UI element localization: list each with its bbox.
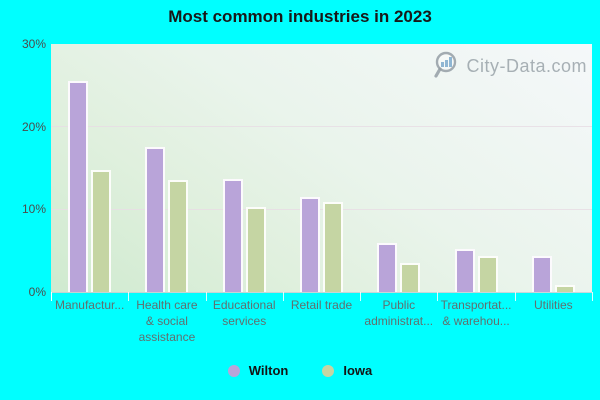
bar-wilton-4 [300,196,320,292]
x-axis-label-4: Retail trade [290,298,353,312]
y-axis-label-20: 20% [21,120,46,134]
legend-swatch-iowa [322,364,335,377]
x-axis-label-5: Public administrat... [364,298,434,328]
x-axis-tick [51,292,52,301]
bar-iowa-7 [554,285,575,292]
y-axis-label-10: 10% [21,202,46,216]
x-axis-tick [205,292,207,301]
legend-item-iowa: Iowa [322,363,372,378]
bar-wilton-7 [531,256,552,292]
x-axis-label-6: Transportat... & warehou... [440,298,512,328]
legend-swatch-wilton [227,364,240,377]
x-axis-label-3: Educational services [212,298,276,328]
x-axis-tick [282,292,284,301]
bar-iowa-5 [400,263,421,292]
bar-wilton-1 [68,81,89,292]
legend: Wilton Iowa [0,363,600,378]
plot-area [51,44,592,293]
bar-wilton-5 [377,243,398,292]
x-axis-tick [592,292,593,301]
gridline-20pct [51,126,592,127]
legend-label-iowa: Iowa [343,363,373,378]
legend-label-wilton: Wilton [248,363,289,378]
bar-iowa-1 [91,170,112,292]
y-axis-label-30: 30% [21,37,46,51]
x-axis-tick [514,292,516,301]
y-axis-label-0: 0% [28,285,46,299]
bar-wilton-3 [222,178,243,292]
x-axis-tick [128,292,130,301]
x-axis-label-1: Manufactur... [54,298,125,312]
bar-iowa-4 [323,201,343,292]
bar-wilton-2 [145,147,166,292]
legend-item-wilton: Wilton [227,363,289,378]
x-axis-label-7: Utilities [534,298,573,312]
x-axis-label-2: Health care & social assistance [136,298,198,344]
bar-iowa-2 [168,180,189,292]
bar-iowa-6 [477,255,498,292]
bar-wilton-6 [454,249,475,292]
gridline-10pct [51,209,592,210]
x-axis-tick [360,292,362,301]
x-axis-tick [437,292,439,301]
bar-iowa-3 [245,206,266,292]
chart-title: Most common industries in 2023 [168,7,432,26]
